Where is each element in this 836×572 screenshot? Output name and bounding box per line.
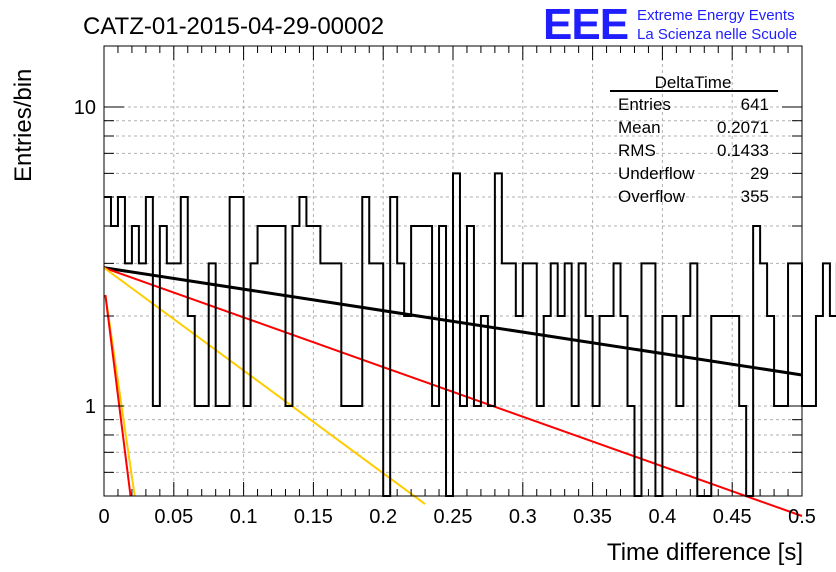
stats-row-label: Underflow [618,164,695,183]
y-axis-label: Entries/bin [10,69,37,182]
stats-row-label: Mean [618,118,661,137]
x-tick-label: 0.4 [648,506,676,528]
stats-row-value: 355 [741,187,769,206]
y-tick-label: 1 [85,396,96,418]
stats-row-value: 641 [741,95,769,114]
stats-row-label: RMS [618,141,656,160]
x-axis-label: Time difference [s] [607,539,803,566]
chart-title: CATZ-01-2015-04-29-00002 [83,13,384,40]
stats-row-label: Overflow [618,187,686,206]
x-tick-label: 0.15 [294,506,333,528]
stats-box: DeltaTime Entries 641 Mean 0.2071 RMS 0.1433 U… [610,73,778,206]
eee-logo-mark: EEE [543,0,628,49]
stats-title: DeltaTime [655,73,732,92]
stats-row-value: 0.2071 [717,118,769,137]
stats-row-value: 0.1433 [717,141,769,160]
x-tick-label: 0.25 [434,506,473,528]
eee-logo-line2: La Scienza nelle Scuole [637,26,797,43]
eee-logo: EEE Extreme Energy Events La Scienza nel… [543,0,797,49]
histogram [104,172,836,497]
histogram-step-line [104,172,836,497]
x-tick-label: 0.3 [509,506,537,528]
stats-row-label: Entries [618,95,671,114]
stats-row-value: 29 [750,164,769,183]
x-tick-label: 0.35 [573,506,612,528]
fit-line [103,266,426,505]
x-tick-label: 0.05 [154,506,193,528]
x-tick-label: 0 [98,506,109,528]
x-tick-label: 0.5 [788,506,816,528]
y-tick-label: 10 [74,97,96,119]
x-tick-label: 0.1 [230,506,258,528]
x-tick-label: 0.2 [369,506,397,528]
x-tick-label: 0.45 [713,506,752,528]
axes: 0 0.05 0.1 0.15 0.2 0.25 0.3 0.35 0.4 0.45 0.5 1 10 [74,46,816,528]
eee-logo-line1: Extreme Energy Events [637,7,795,24]
fit-line [104,294,132,497]
